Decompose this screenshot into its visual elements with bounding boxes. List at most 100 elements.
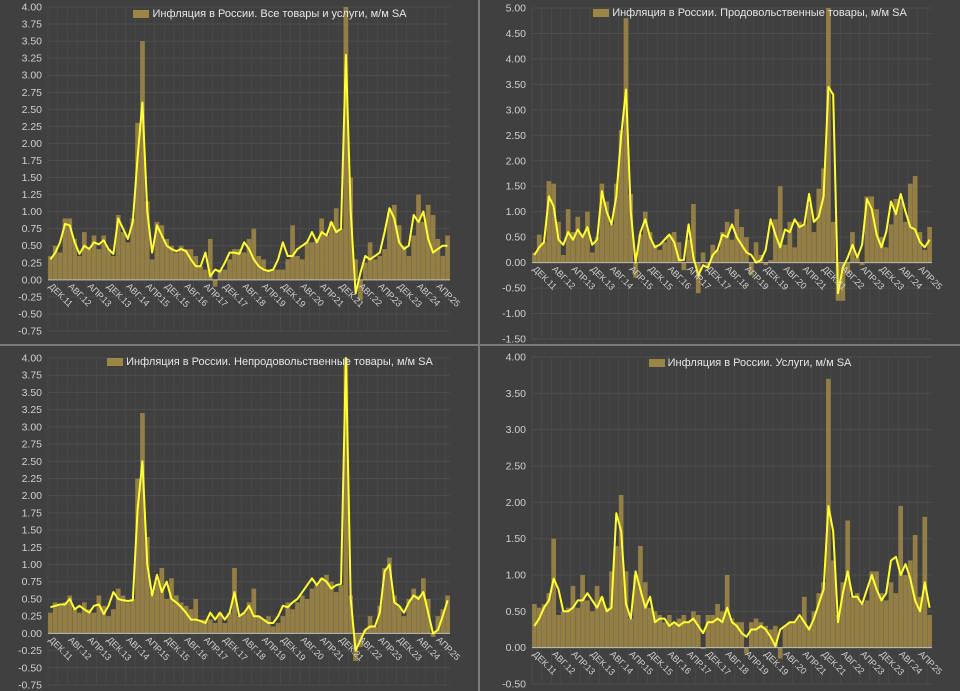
bar (324, 574, 329, 634)
bar (416, 194, 421, 280)
bar (874, 571, 879, 648)
bar (304, 242, 310, 280)
bar (125, 602, 131, 634)
bar (203, 269, 208, 280)
bar (154, 221, 160, 280)
bar (710, 614, 716, 648)
y-tick-label: -0.50 (18, 308, 42, 320)
y-tick-label: 2.00 (506, 155, 527, 167)
y-tick-label: 2.50 (506, 130, 527, 142)
bar (748, 622, 754, 648)
bar (72, 238, 77, 280)
y-tick-label: 3.75 (22, 370, 43, 382)
bar (57, 605, 63, 634)
chart-food: -1.50 -1.00 -0.50 0.00 0.50 1.00 1.50 2.00 2.50 3… (480, 0, 960, 346)
bar (285, 259, 291, 280)
y-tick-label: 3.50 (22, 36, 43, 48)
bar (91, 235, 97, 280)
y-tick-label: -1.50 (502, 334, 526, 346)
legend: Инфляция в России. Продовольственные тов… (540, 7, 960, 19)
y-tick-label: 2.00 (22, 490, 43, 502)
bar (130, 598, 136, 634)
bar (686, 239, 691, 263)
y-tick-label: 2.25 (22, 121, 43, 133)
bar (575, 607, 581, 648)
bar (546, 593, 552, 648)
bar (835, 614, 841, 648)
bar (662, 622, 667, 648)
bar (729, 618, 735, 648)
bar (411, 235, 416, 280)
bar (715, 249, 720, 263)
bar (251, 228, 257, 280)
bar (681, 262, 687, 271)
bar (667, 234, 672, 263)
y-tick-label: 0.50 (22, 593, 43, 605)
bar (411, 588, 416, 634)
bar (169, 578, 174, 634)
bar (720, 232, 725, 263)
bar (903, 575, 908, 648)
bar (652, 244, 658, 263)
bar (101, 235, 107, 280)
bar (227, 612, 232, 634)
bar (917, 232, 923, 263)
bar (295, 602, 300, 634)
bar (657, 249, 663, 263)
y-tick-label: 0.00 (22, 274, 43, 286)
bar (695, 262, 701, 294)
bar (106, 249, 111, 280)
bar (671, 232, 677, 263)
bar (207, 619, 213, 634)
bar (445, 595, 450, 634)
bar (695, 614, 701, 648)
bar (801, 224, 807, 263)
bar (570, 232, 576, 263)
y-tick-label: -0.50 (18, 662, 42, 674)
bar (642, 211, 648, 263)
bar (280, 269, 286, 280)
bar (111, 255, 116, 280)
bar (744, 237, 749, 263)
y-tick-label: 5.00 (506, 3, 527, 15)
bar (52, 245, 58, 280)
bar (207, 238, 213, 280)
bar (188, 609, 194, 634)
legend-swatch (133, 10, 150, 19)
bar (62, 218, 68, 280)
y-tick-label: 1.00 (506, 206, 527, 218)
y-tick-label: 1.50 (506, 181, 527, 193)
y-tick-label: 2.50 (22, 104, 43, 116)
bar (48, 255, 53, 280)
bar (396, 225, 402, 280)
bar (149, 259, 155, 280)
bar (338, 228, 344, 280)
bar (164, 598, 169, 634)
y-tick-label: 0.25 (22, 611, 43, 623)
bar (135, 122, 140, 280)
bar (758, 622, 764, 648)
bar (893, 593, 899, 648)
bar (391, 595, 397, 634)
bar (903, 221, 908, 263)
y-tick-label: 1.00 (506, 570, 527, 582)
bar (551, 183, 556, 263)
bar (406, 598, 412, 634)
bar (879, 593, 884, 648)
legend-label: Инфляция в России. Все товары и услуги, … (152, 8, 407, 21)
bar (700, 647, 706, 650)
bar (585, 600, 590, 648)
bar (782, 625, 788, 648)
bar (536, 607, 542, 648)
bar (120, 595, 126, 634)
y-tick-label: 0.25 (22, 257, 43, 269)
chart-svg: -0.75 -0.50 -0.25 0.00 0.25 0.50 0.75 1.00 1.25 1… (18, 353, 462, 691)
bar (797, 221, 802, 263)
bar (222, 269, 228, 280)
bar (561, 611, 566, 648)
bar (753, 242, 759, 263)
bar (348, 177, 354, 280)
bar (353, 259, 358, 280)
bar (285, 602, 291, 634)
bar (111, 609, 116, 634)
